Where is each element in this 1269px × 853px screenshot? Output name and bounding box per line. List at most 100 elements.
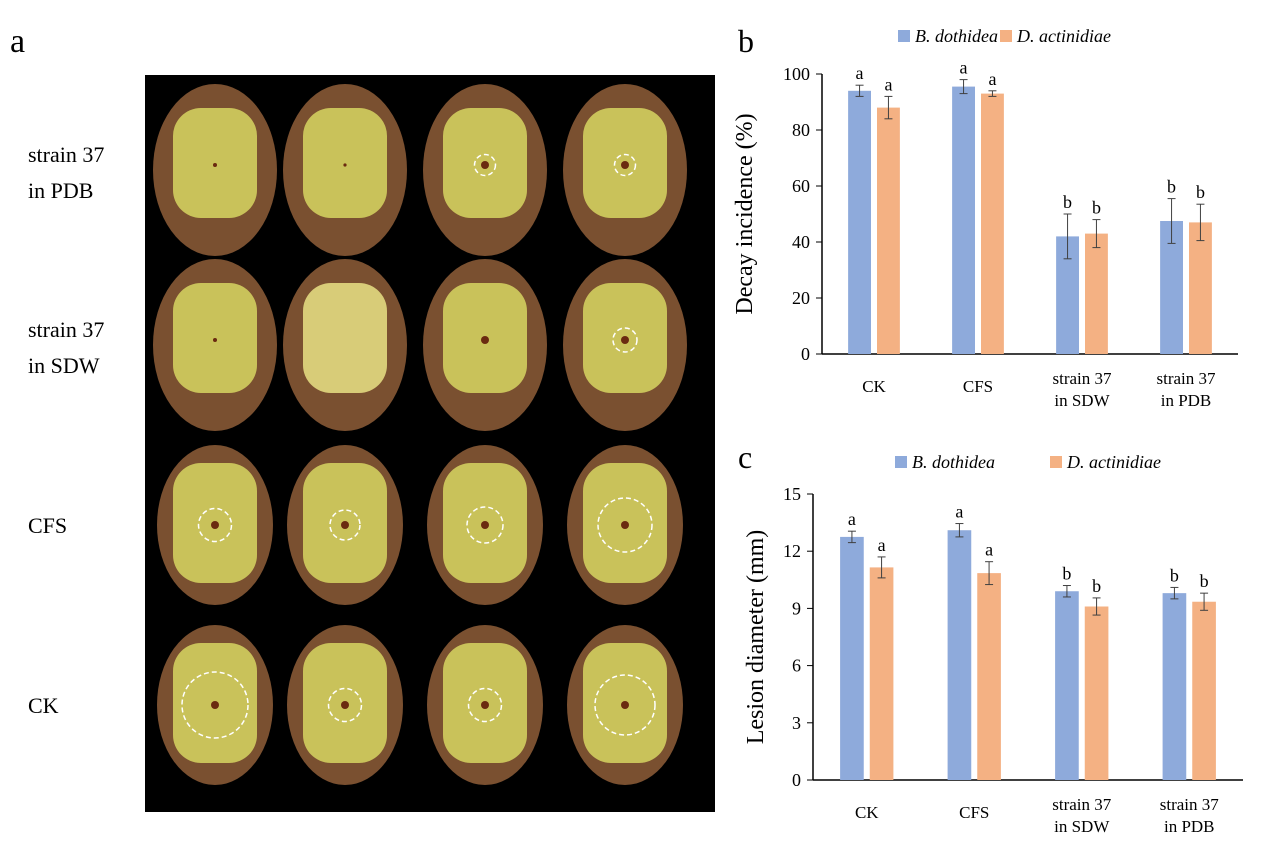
bar <box>877 107 900 354</box>
bar <box>981 93 1004 354</box>
bar <box>848 90 871 355</box>
significance-letter: b <box>1196 182 1205 202</box>
row-label: CK <box>28 693 59 718</box>
y-tick-label: 3 <box>792 713 801 733</box>
bar <box>840 536 864 780</box>
legend-label: D. actinidiae <box>1066 452 1161 472</box>
inoculation-point <box>213 163 217 167</box>
y-tick-label: 12 <box>783 541 801 561</box>
significance-letter: a <box>988 69 996 89</box>
x-tick-label: CFS <box>959 803 989 822</box>
y-tick-label: 9 <box>792 598 801 618</box>
y-tick-label: 80 <box>792 120 810 140</box>
inoculation-point <box>211 701 219 709</box>
inoculation-point <box>481 701 489 709</box>
x-tick-label: strain 37 <box>1156 369 1216 388</box>
inoculation-point <box>481 336 489 344</box>
significance-letter: b <box>1170 565 1179 585</box>
inoculation-point <box>621 336 629 344</box>
significance-letter: a <box>856 63 864 83</box>
bar <box>1192 601 1216 780</box>
bar <box>1162 593 1187 780</box>
y-tick-label: 60 <box>792 176 810 196</box>
bar <box>1084 606 1109 780</box>
y-tick-label: 40 <box>792 232 810 252</box>
bar <box>947 530 972 780</box>
bar <box>952 86 975 354</box>
lesion-outline <box>181 671 249 739</box>
lesion-outline <box>613 153 637 177</box>
row-label: CFS <box>28 513 67 538</box>
significance-letter: b <box>1063 192 1072 212</box>
significance-letter: a <box>884 74 892 94</box>
y-axis-label: Lesion diameter (mm) <box>743 530 769 745</box>
significance-letter: a <box>848 509 856 529</box>
panel-label-b: b <box>738 23 754 59</box>
inoculation-point <box>481 521 489 529</box>
y-tick-label: 6 <box>792 656 801 676</box>
legend-label: D. actinidiae <box>1016 26 1111 46</box>
y-axis-label: Decay incidence (%) <box>732 113 758 314</box>
inoculation-point <box>341 701 349 709</box>
x-tick-label: in PDB <box>1164 817 1215 836</box>
photo-row-3 <box>157 625 683 785</box>
lesion-outline <box>597 497 653 553</box>
legend-swatch <box>895 456 907 468</box>
bar <box>1160 221 1183 354</box>
legend-swatch <box>1000 30 1012 42</box>
bar <box>977 573 1001 780</box>
x-tick-label: in PDB <box>1161 391 1212 410</box>
row-label: in PDB <box>28 178 93 203</box>
significance-letter: a <box>960 58 968 78</box>
lesion-outline <box>594 674 656 736</box>
x-tick-label: strain 37 <box>1052 795 1112 814</box>
inoculation-point <box>213 338 217 342</box>
significance-letter: a <box>955 502 963 522</box>
bar <box>1056 236 1079 354</box>
panel-label-a: a <box>10 23 25 60</box>
chart-b <box>816 30 1238 355</box>
inoculation-point <box>621 521 629 529</box>
lesion-outline <box>329 509 361 541</box>
lesion-outline <box>467 687 503 723</box>
lesion-outline <box>473 153 497 177</box>
inoculation-point <box>621 701 629 709</box>
x-tick-label: CFS <box>963 377 993 396</box>
photo-row-2 <box>157 445 683 605</box>
row-label: in SDW <box>28 353 100 378</box>
photo-row-0 <box>153 84 687 256</box>
significance-letter: b <box>1092 576 1101 596</box>
inoculation-point <box>621 161 629 169</box>
significance-letter: a <box>878 535 886 555</box>
bar <box>869 567 894 780</box>
legend-swatch <box>898 30 910 42</box>
x-tick-label: strain 37 <box>1052 369 1112 388</box>
y-tick-label: 20 <box>792 288 810 308</box>
lesion-outline <box>327 687 363 723</box>
y-tick-label: 15 <box>783 484 801 504</box>
legend-label: B. dothidea <box>915 26 998 46</box>
x-tick-label: CK <box>855 803 879 822</box>
panel-label-c: c <box>738 439 752 475</box>
significance-letter: b <box>1092 198 1101 218</box>
inoculation-point <box>343 163 347 167</box>
significance-letter: b <box>1167 177 1176 197</box>
bar <box>1189 222 1212 354</box>
inoculation-point <box>211 521 219 529</box>
x-tick-label: strain 37 <box>1160 795 1220 814</box>
bar <box>1085 233 1108 354</box>
lesion-outline <box>612 327 638 353</box>
inoculation-point <box>481 161 489 169</box>
bar <box>1055 591 1079 780</box>
photo-row-1 <box>153 259 687 431</box>
legend-label: B. dothidea <box>912 452 995 472</box>
significance-letter: a <box>985 540 993 560</box>
legend-swatch <box>1050 456 1062 468</box>
lesion-outline <box>197 507 233 543</box>
y-tick-label: 0 <box>801 344 810 364</box>
kiwi-cut-surface <box>303 108 387 218</box>
x-tick-label: in SDW <box>1054 391 1110 410</box>
significance-letter: b <box>1062 564 1071 584</box>
inoculation-point <box>341 521 349 529</box>
